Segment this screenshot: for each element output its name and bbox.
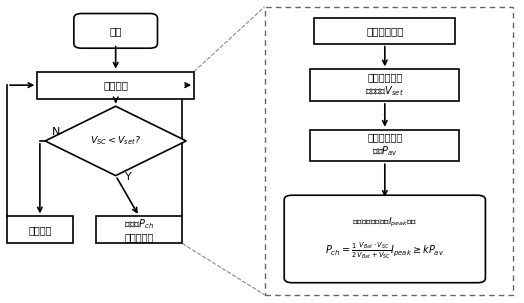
- Text: 停止充电: 停止充电: [28, 225, 52, 235]
- Text: 以功率$P_{ch}$
为超电充电: 以功率$P_{ch}$ 为超电充电: [124, 217, 155, 243]
- FancyBboxPatch shape: [74, 14, 158, 48]
- Text: 判断光照强度: 判断光照强度: [366, 26, 403, 36]
- Text: N: N: [51, 127, 60, 137]
- Text: 开始: 开始: [110, 26, 122, 36]
- Bar: [265, 7, 513, 295]
- Bar: [7, 216, 72, 244]
- Bar: [37, 72, 194, 99]
- Text: Y: Y: [125, 172, 132, 182]
- Bar: [310, 130, 459, 161]
- Text: 设置峰值充电电流$I_{peak}$，使: 设置峰值充电电流$I_{peak}$，使: [352, 216, 418, 229]
- Text: $P_{ch} = \frac{1}{2}\frac{V_{Bat}\cdot V_{SC}}{V_{Bat}+V_{SC}}I_{peak} \geq kP_: $P_{ch} = \frac{1}{2}\frac{V_{Bat}\cdot …: [325, 241, 444, 261]
- Bar: [310, 69, 459, 101]
- Text: 系统设置: 系统设置: [103, 80, 128, 90]
- Polygon shape: [45, 106, 186, 176]
- Text: $V_{SC} < V_{set}$?: $V_{SC} < V_{set}$?: [90, 135, 141, 147]
- FancyBboxPatch shape: [284, 195, 485, 283]
- Text: 设置超级电容
充电电压$V_{set}$: 设置超级电容 充电电压$V_{set}$: [365, 72, 405, 98]
- Text: 计算负载平均
功耗$P_{av}$: 计算负载平均 功耗$P_{av}$: [367, 133, 402, 158]
- Bar: [314, 18, 455, 44]
- Bar: [96, 216, 182, 244]
